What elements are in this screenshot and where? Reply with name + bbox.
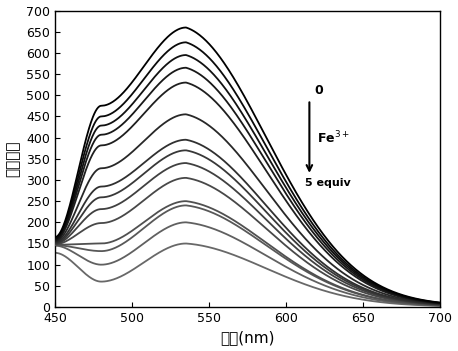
X-axis label: 波长(nm): 波长(nm): [220, 330, 275, 345]
Y-axis label: 荧光强度: 荧光强度: [5, 140, 21, 177]
Text: Fe$^{3+}$: Fe$^{3+}$: [317, 129, 350, 146]
Text: 0: 0: [314, 84, 323, 97]
Text: 5 equiv: 5 equiv: [305, 178, 350, 188]
